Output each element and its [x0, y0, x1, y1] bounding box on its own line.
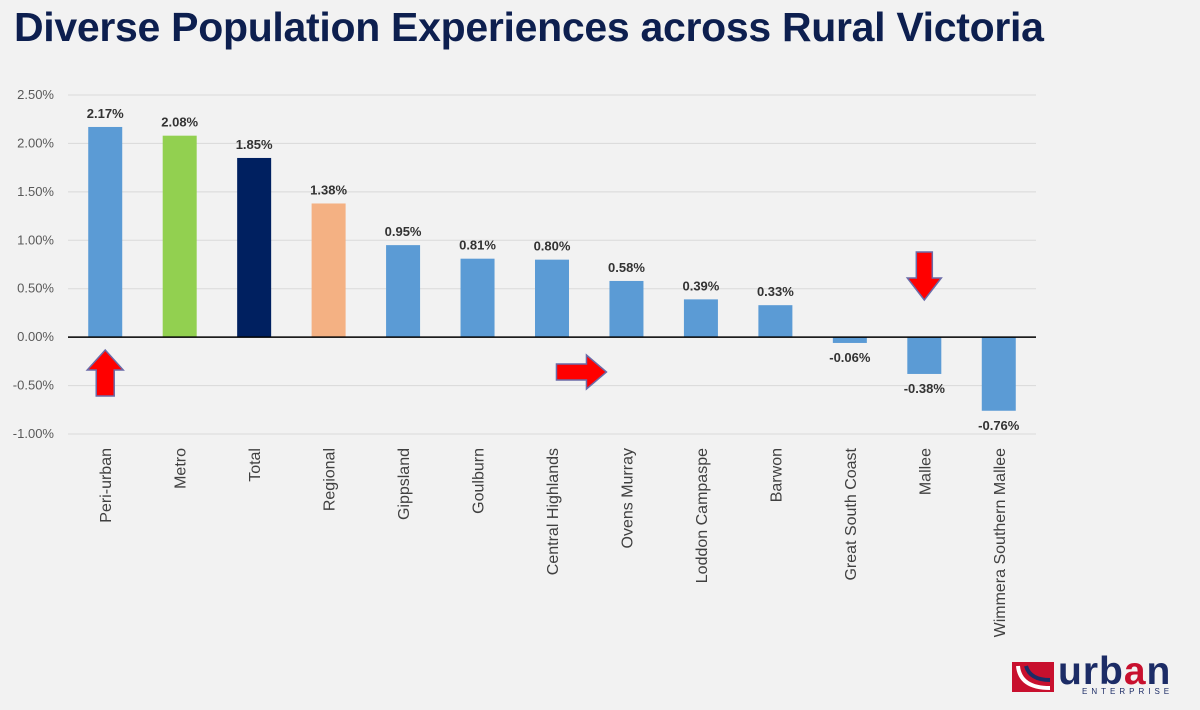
bar [683, 299, 718, 338]
data-label: 0.95% [385, 224, 422, 239]
data-label: 0.81% [459, 238, 496, 253]
data-label: 0.58% [608, 260, 645, 275]
chart-title: Diverse Population Experiences across Ru… [14, 4, 1044, 50]
data-label: -0.06% [829, 350, 871, 365]
data-label: 0.39% [682, 278, 719, 293]
bar [237, 157, 272, 338]
y-axis-ticks: 2.50% 2.00% 1.50% 1.00% 0.50% 0.00% -0.50% -1.0… [13, 87, 55, 441]
red-arrow-right-icon [555, 353, 608, 391]
bar [460, 258, 495, 338]
y-tick-label: -0.50% [13, 378, 55, 393]
category-label: Barwon [768, 448, 785, 502]
bar [609, 280, 644, 338]
data-label: 2.17% [87, 106, 124, 121]
category-label: Regional [322, 448, 339, 511]
urban-enterprise-logo: urban ENTERPRISE [1010, 650, 1192, 698]
category-label: Ovens Murray [619, 448, 636, 548]
logo-wordmark: urban [1058, 650, 1172, 693]
bar [311, 203, 346, 338]
data-label: -0.76% [978, 418, 1020, 433]
red-arrow-up-icon [85, 348, 125, 397]
y-tick-label: 1.00% [17, 232, 54, 247]
category-label: Goulburn [471, 448, 488, 514]
bars [88, 126, 1016, 411]
category-label: Mallee [917, 448, 934, 495]
data-label: 0.80% [534, 239, 571, 254]
y-tick-label: 2.00% [17, 135, 54, 150]
y-tick-label: 1.50% [17, 184, 54, 199]
category-label: Great South Coast [843, 447, 860, 580]
category-label: Total [247, 448, 264, 482]
annotation-arrows [85, 251, 943, 397]
bar [386, 245, 421, 338]
y-tick-label: -1.00% [13, 426, 55, 441]
red-arrow-down-icon [905, 251, 943, 302]
data-labels: 2.17% 2.08% 1.85% 1.38% 0.95% 0.81% 0.80% 0.58%… [87, 106, 1020, 433]
logo-subtitle: ENTERPRISE [1082, 687, 1174, 696]
bar [907, 337, 942, 374]
category-label: Metro [173, 448, 190, 489]
y-tick-label: 0.00% [17, 329, 54, 344]
data-label: -0.38% [904, 381, 946, 396]
data-label: 1.85% [236, 137, 273, 152]
bar [758, 305, 793, 338]
data-label: 0.33% [757, 284, 794, 299]
bar [981, 337, 1016, 411]
bar [162, 135, 197, 338]
category-label: Peri-urban [98, 448, 115, 523]
category-label: Wimmera Southern Mallee [992, 448, 1009, 638]
y-tick-label: 2.50% [17, 87, 54, 102]
gridlines [68, 94, 1036, 435]
category-label: Central Highlands [545, 448, 562, 575]
bar [88, 126, 123, 338]
data-label: 2.08% [161, 115, 198, 130]
bar [535, 259, 569, 338]
category-labels: Peri-urban Metro Total Regional Gippsland Gou… [98, 447, 1009, 637]
bar [832, 337, 867, 343]
category-label: Loddon Campaspe [694, 448, 711, 583]
category-label: Gippsland [396, 448, 413, 520]
y-tick-label: 0.50% [17, 281, 54, 296]
data-label: 1.38% [310, 182, 347, 197]
logo-mark-icon [1012, 662, 1054, 692]
